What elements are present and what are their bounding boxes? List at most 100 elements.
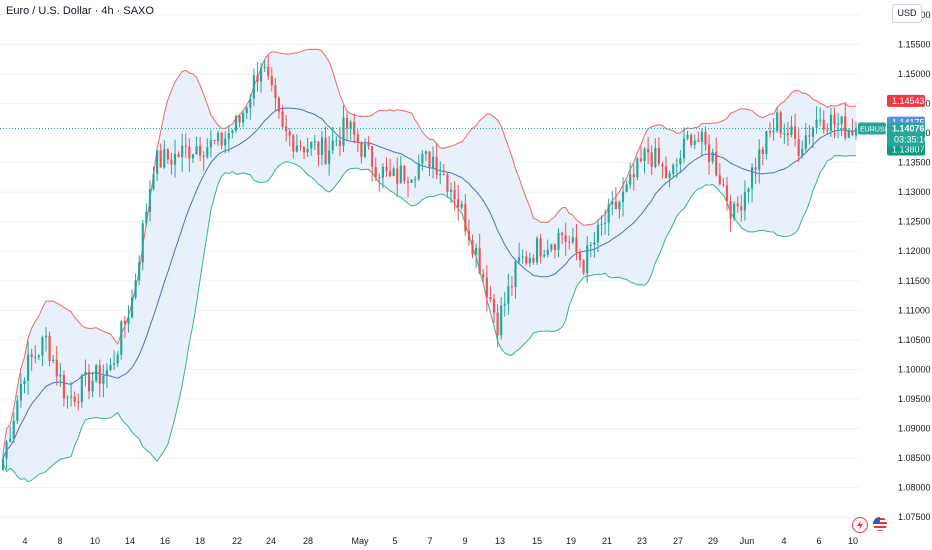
candle-body [618,202,621,210]
candle-body [317,141,320,155]
candle-body [557,232,560,250]
candle-body [643,148,646,161]
candle-body [604,222,607,224]
candle-body [675,164,678,166]
us-flag-icon[interactable] [873,517,887,531]
time-tick-label: 8 [57,536,62,546]
candle-body [564,235,567,242]
candle-body [335,140,338,142]
candle-body [302,146,306,153]
candle-body [729,200,732,219]
candle-body [224,138,227,146]
candle-body [704,131,707,145]
candle-body [252,75,255,99]
last-price-tag [887,122,925,147]
candle-body [844,116,847,138]
candle-body [686,134,689,139]
time-tick-label: 24 [266,536,276,546]
lower-band-line [2,155,857,483]
candle-body [116,354,119,364]
candle-body [385,166,388,172]
candle-body [220,132,223,146]
candle-body [478,247,481,275]
candle-body [797,139,800,156]
candle-body [625,184,628,192]
currency-button[interactable]: USD [892,4,922,23]
symbol-label: EURUSD [860,127,890,134]
candle-body [521,256,524,258]
candle-body [19,384,22,401]
time-tick-label: 23 [637,536,647,546]
time-tick-label: May [351,536,369,546]
candle-body [432,156,435,169]
candle-body [188,146,191,159]
candle-body [249,98,252,108]
price-axis[interactable]: 1.07500 1.08000 1.08500 1.09000 1.09500 1.100… [898,10,931,522]
candle-body [475,247,478,255]
candle-body [596,224,600,243]
candle-body [109,364,112,371]
candle-body [503,303,506,306]
symbol-tag [858,122,886,135]
price-tick-label: 1.08500 [898,453,931,463]
candle-body [259,68,263,82]
candle-body [837,123,840,125]
candle-body [808,135,811,137]
candle-body [363,143,367,157]
candle-body [41,337,44,356]
candle-body [5,441,8,459]
candle-body [654,148,657,167]
time-tick-label: 14 [125,536,135,546]
last-price-label: 1.14076 [892,124,925,134]
candle-body [374,166,377,178]
candle-body [614,201,617,210]
price-tick-label: 1.15500 [898,39,931,49]
candle-body [707,144,711,162]
candle-body [77,401,80,403]
candle-body [70,396,73,398]
candle-body [62,374,66,399]
candle-body [664,166,668,179]
price-tick-label: 1.15000 [898,69,931,79]
price-tick-label: 1.11500 [898,276,930,286]
candle-body [98,365,101,384]
candle-body [765,131,768,154]
candle-body [632,174,635,178]
candle-body [159,150,162,168]
time-axis[interactable]: 4 8 10 14 16 18 22 24 28 May 5 7 9 13 15 19 21 23 27 29 Jun 4… [22,536,858,546]
candle-body [105,370,109,376]
candle-body [267,66,270,77]
candle-body [815,119,818,128]
candle-body [403,165,406,182]
candle-body [360,142,363,157]
candle-body [37,355,40,358]
time-tick-label: 7 [427,536,432,546]
candle-body [152,173,155,190]
candle-body [216,132,220,141]
candle-body [621,191,625,203]
candle-body [338,140,341,146]
candle-body [718,175,721,185]
candle-body [424,151,427,154]
candle-body [292,135,295,152]
candle-body [822,119,825,130]
candle-body [27,354,30,381]
candle-body [123,321,126,324]
candle-body [743,192,746,211]
time-tick-label: 5 [392,536,397,546]
candle-body [525,256,528,264]
candle-body [467,231,470,241]
price-tick-label: 1.13500 [898,158,931,168]
candle-body [91,380,94,392]
candle-body [779,112,782,134]
candle-body [342,117,345,146]
candle-body [647,148,650,153]
candle-body [163,149,166,168]
candle-body [191,154,195,159]
candle-body [195,146,198,155]
flash-icon[interactable] [852,517,868,533]
candle-body [611,201,614,205]
candle-body [561,232,564,236]
candle-body [34,357,37,359]
